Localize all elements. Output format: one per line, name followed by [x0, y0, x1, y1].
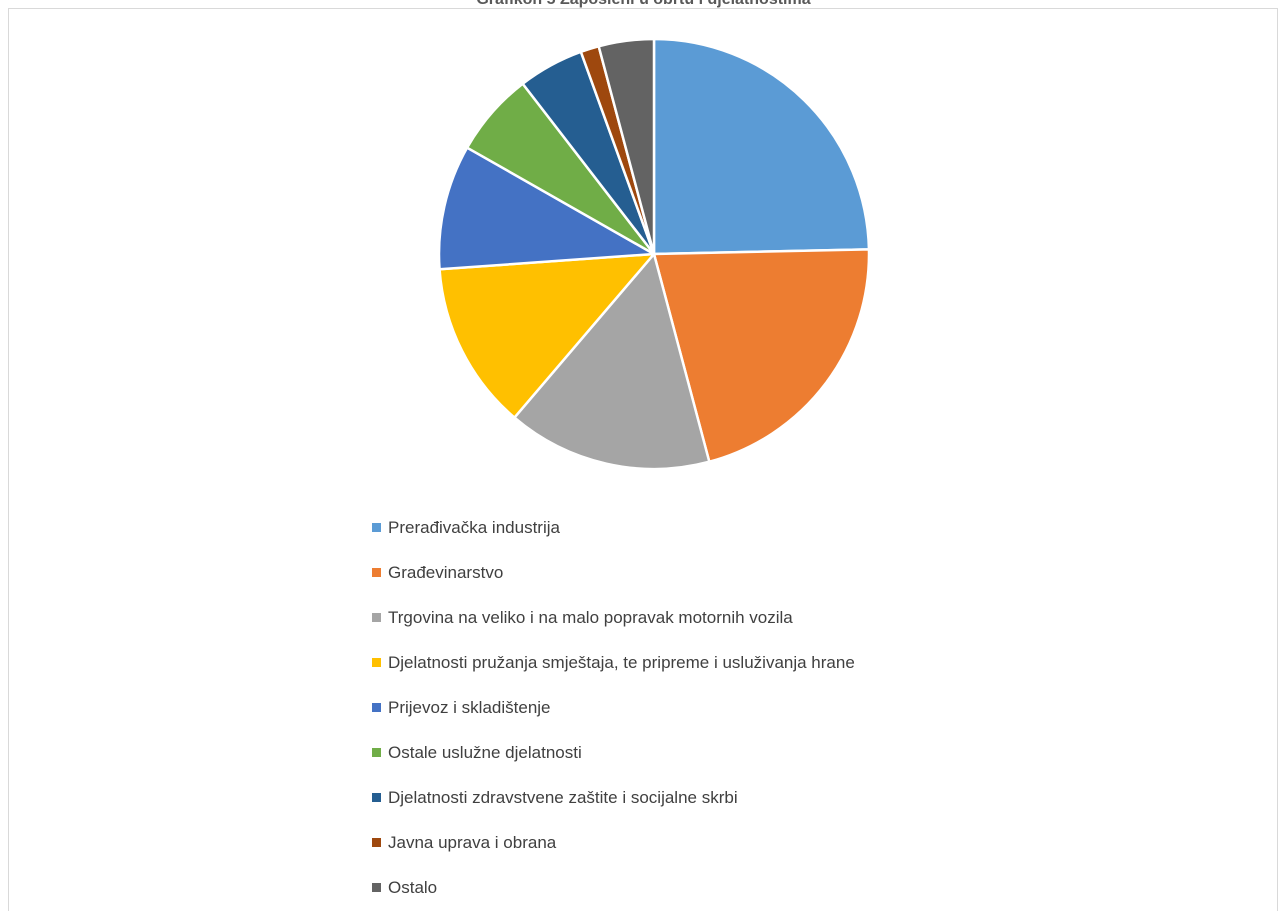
chart-legend: Prerađivačka industrija Građevinarstvo Trg… — [372, 505, 1172, 910]
chart-area — [8, 8, 1278, 911]
legend-label: Građevinarstvo — [388, 562, 504, 582]
pie-slice-3 — [513, 252, 711, 471]
legend-item: Prerađivačka industrija — [372, 505, 1172, 550]
legend-label: Ostalo — [388, 877, 438, 897]
pie-slice-5 — [437, 146, 656, 271]
legend-swatch — [372, 793, 381, 802]
legend-item: Građevinarstvo — [372, 550, 1172, 595]
legend-label: Djelatnosti pružanja smještaja, te pripr… — [388, 652, 855, 672]
legend-swatch — [372, 703, 381, 712]
legend-item: Djelatnosti pružanja smještaja, te pripr… — [372, 640, 1172, 685]
legend-swatch — [372, 523, 381, 532]
pie-chart — [437, 37, 871, 471]
legend-label: Djelatnosti zdravstvene zaštite i socija… — [388, 787, 738, 807]
legend-swatch — [372, 613, 381, 622]
legend-swatch — [372, 658, 381, 667]
legend-item: Javna uprava i obrana — [372, 820, 1172, 865]
legend-swatch — [372, 568, 381, 577]
legend-item: Ostalo — [372, 865, 1172, 910]
legend-swatch — [372, 883, 381, 892]
legend-label: Trgovina na veliko i na malo popravak mo… — [388, 607, 793, 627]
pie-slice-1 — [652, 37, 871, 256]
legend-item: Djelatnosti zdravstvene zaštite i socija… — [372, 775, 1172, 820]
legend-swatch — [372, 748, 381, 757]
pie-slice-2 — [652, 248, 871, 464]
chart-title: Grafikon 5 Zaposleni u obrtu i djelatnos… — [0, 0, 1287, 9]
legend-label: Ostale uslužne djelatnosti — [388, 742, 582, 762]
legend-item: Ostale uslužne djelatnosti — [372, 730, 1172, 775]
legend-swatch — [372, 838, 381, 847]
legend-item: Prijevoz i skladištenje — [372, 685, 1172, 730]
legend-label: Javna uprava i obrana — [388, 832, 557, 852]
pie-slice-9 — [597, 37, 656, 256]
legend-item: Trgovina na veliko i na malo popravak mo… — [372, 595, 1172, 640]
legend-label: Prerađivačka industrija — [388, 517, 560, 537]
legend-label: Prijevoz i skladištenje — [388, 697, 551, 717]
pie-slice-4 — [438, 252, 656, 419]
